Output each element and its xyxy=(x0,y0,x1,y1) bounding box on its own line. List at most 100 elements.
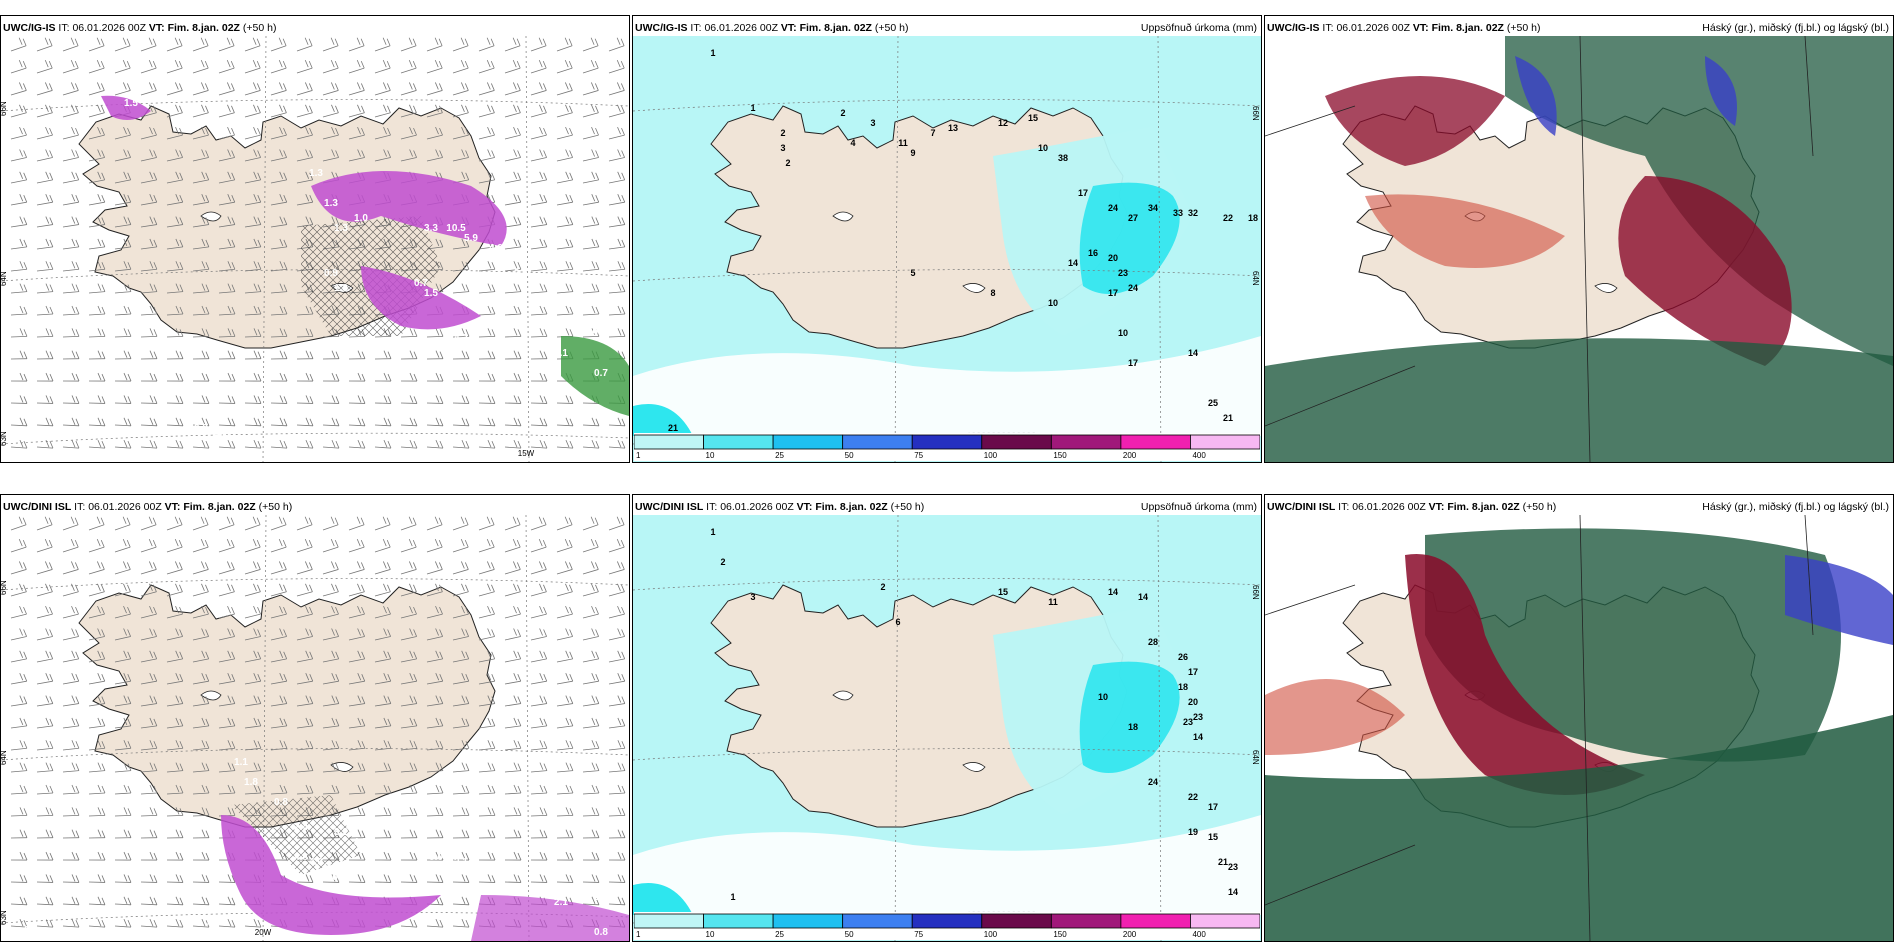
accum-value: 28 xyxy=(1148,637,1158,647)
colorbar-swatch xyxy=(911,913,983,929)
precip-value: 4.8 xyxy=(294,852,308,863)
precip-area-heavy xyxy=(633,404,693,436)
map-clouds xyxy=(1265,36,1893,462)
precip-value: 0.7 xyxy=(414,278,428,289)
lat-label: 66N xyxy=(1,101,8,116)
colorbar-swatch xyxy=(1050,434,1122,450)
panel-dini-wind: UWC/DINI ISL IT: 06.01.2026 00Z VT: Fim.… xyxy=(0,494,630,942)
precip-value: 0.7 xyxy=(34,915,48,926)
lat-label: 64N xyxy=(1251,271,1260,286)
precip-value: 0.9 xyxy=(324,268,338,279)
precip-area xyxy=(101,95,151,120)
precip-value: 9.9 xyxy=(484,343,498,354)
accum-value: 19 xyxy=(1188,827,1198,837)
precip-value: 2.7 xyxy=(494,278,508,289)
accum-value: 18 xyxy=(1128,722,1138,732)
lon-label: 20W xyxy=(255,928,272,937)
colorbar-tick-label: 25 xyxy=(775,930,784,939)
precip-value: 3.5 xyxy=(324,862,338,873)
panel-dini-accum: UWC/DINI ISL IT: 06.01.2026 00Z VT: Fim.… xyxy=(632,494,1262,942)
accum-value: 32 xyxy=(1188,208,1198,218)
precip-value: 2.4 xyxy=(554,383,568,394)
colorbar-swatch xyxy=(772,913,844,929)
low-cloud-area xyxy=(1515,56,1557,136)
precip-area xyxy=(361,266,481,330)
panel-igis-wind: UWC/IG-IS IT: 06.01.2026 00Z VT: Fim. 8.… xyxy=(0,15,630,463)
accum-value: 14 xyxy=(1138,592,1148,602)
panel-header: UWC/IG-IS IT: 06.01.2026 00Z VT: Fim. 8.… xyxy=(3,22,277,34)
precip-value: 4.0 xyxy=(309,857,323,868)
accum-value: 9 xyxy=(910,148,915,158)
accum-value: 23 xyxy=(1228,862,1238,872)
precip-value: 2.1 xyxy=(554,348,568,359)
precip-value: 1.8 xyxy=(244,777,258,788)
precip-value: 2.4 xyxy=(294,822,308,833)
colorbar-tick-label: 25 xyxy=(775,451,784,460)
colorbar-swatch xyxy=(981,434,1052,450)
accum-value: 10 xyxy=(1048,298,1058,308)
precip-value: 3.0 xyxy=(429,852,443,863)
precip-value: 2.1 xyxy=(554,897,568,908)
accum-value: 23 xyxy=(1193,712,1203,722)
colorbar-tick-label: 100 xyxy=(984,930,998,939)
accum-value: 25 xyxy=(1208,398,1218,408)
colorbar-tick-label: 50 xyxy=(845,451,854,460)
precip-value: 1.5 xyxy=(124,98,138,109)
mid-cloud-area xyxy=(1618,176,1792,366)
panel-header: UWC/DINI ISL IT: 06.01.2026 00Z VT: Fim.… xyxy=(1267,501,1557,513)
high-cloud-area xyxy=(1265,715,1893,941)
accum-value: 12 xyxy=(998,118,1008,128)
glacier-outline xyxy=(1594,283,1618,293)
precip-value: 1.2 xyxy=(424,885,438,896)
colorbar: 1 10 25 50 75 100 150 200 400 xyxy=(634,912,1260,940)
precip-area-heavy xyxy=(633,883,693,915)
precip-value: 0.8 xyxy=(274,797,288,808)
accum-value: 6 xyxy=(895,617,900,627)
accum-value: 5 xyxy=(910,268,915,278)
accum-value: 2 xyxy=(880,582,885,592)
panel-right-title: Uppsöfnuð úrkoma (mm) xyxy=(1140,501,1257,513)
panel-right-title: Háský (gr.), miðský (fj.bl.) og lágský (… xyxy=(1702,501,1889,513)
precip-value: 2.6 xyxy=(514,268,528,279)
accum-value: 20 xyxy=(1108,253,1118,263)
precip-area-green xyxy=(561,336,629,416)
accum-value: 27 xyxy=(1128,213,1138,223)
accum-value: 33 xyxy=(1173,208,1183,218)
lat-label: 63N xyxy=(1,431,8,446)
accum-value: 17 xyxy=(1208,802,1218,812)
colorbar-swatch xyxy=(703,913,774,929)
iceland-landmass xyxy=(78,584,496,828)
accum-value: 15 xyxy=(998,587,1008,597)
map-wind-precip: 66N 64N 63N 15W 1.5 1.3 1.3 1.0 1.3 3.3 10.55.9 4.9… xyxy=(1,36,629,462)
accum-value: 22 xyxy=(1188,792,1198,802)
accum-value: 18 xyxy=(1178,682,1188,692)
colorbar-swatch xyxy=(911,434,983,450)
colorbar-swatch xyxy=(634,434,704,450)
glacier-outline xyxy=(962,762,986,772)
precip-value: 2.3 xyxy=(594,892,608,903)
precip-value: 1.3 xyxy=(309,168,323,179)
precip-value: 0.7 xyxy=(204,917,218,928)
colorbar-tick-label: 75 xyxy=(914,930,923,939)
accum-value: 23 xyxy=(1183,717,1193,727)
colorbar-tick-label: 10 xyxy=(706,451,715,460)
accum-value: 26 xyxy=(1178,652,1188,662)
accum-value: 16 xyxy=(1088,248,1098,258)
precip-value: 1.5 xyxy=(424,288,438,299)
precip-value: 0.8 xyxy=(594,927,608,938)
accum-value: 7 xyxy=(930,128,935,138)
lat-label: 63N xyxy=(1,910,8,925)
accum-value: 14 xyxy=(1108,587,1118,597)
accum-value: 10 xyxy=(1098,692,1108,702)
lat-label: 66N xyxy=(1,580,8,595)
precip-value: 1.1 xyxy=(214,428,228,439)
lat-label: 66N xyxy=(1251,585,1260,600)
precip-value: 4.3 xyxy=(454,333,468,344)
panel-header: UWC/DINI ISL IT: 06.01.2026 00Z VT: Fim.… xyxy=(635,501,925,513)
precip-value: 1.5 xyxy=(414,882,428,893)
accum-value: 24 xyxy=(1148,777,1158,787)
high-cloud-area xyxy=(1265,338,1893,462)
